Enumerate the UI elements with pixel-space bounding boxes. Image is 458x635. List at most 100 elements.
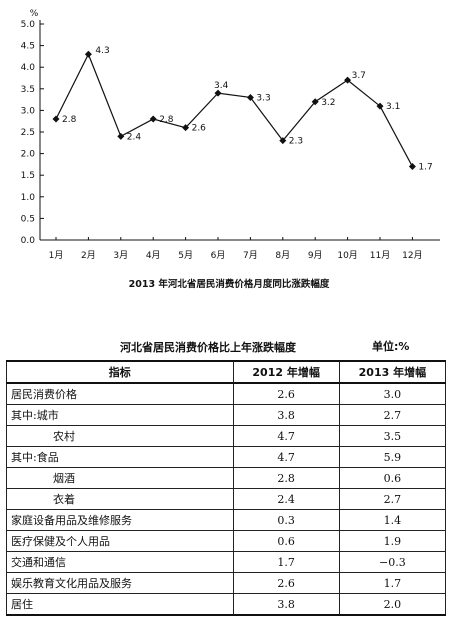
row-indicator: 交通和通信: [6, 551, 234, 573]
y-tick-label: 1.5: [21, 171, 35, 181]
data-point-marker: [52, 115, 60, 123]
row-value-2012: 3.8: [232, 593, 340, 616]
header-2012: 2012 年增幅: [232, 360, 340, 384]
row-indicator: 家庭设备用品及维修服务: [6, 509, 234, 531]
y-axis-ticks: 0.0 0.5 1.0 1.5 2.0 2.5 3.0 3.5 4.0 4.5 5.0: [21, 20, 44, 246]
row-indicator: 娱乐教育文化用品及服务: [6, 572, 234, 594]
data-point-marker: [311, 98, 319, 106]
data-label: 2.4: [127, 132, 142, 142]
row-value-2013: 3.5: [338, 425, 447, 447]
y-tick-label: 1.0: [21, 193, 36, 203]
y-tick-label: 0.0: [21, 236, 36, 246]
row-indicator: 居民消费价格: [6, 382, 234, 405]
data-label: 2.8: [62, 115, 77, 125]
x-tick-label: 6月: [211, 250, 226, 261]
row-indicator: 其中:食品: [6, 446, 234, 468]
row-indicator: 其中:城市: [6, 404, 234, 426]
series-polyline: [55, 52, 413, 167]
data-point-marker: [149, 115, 157, 123]
row-value-2012: 1.7: [232, 551, 340, 573]
row-indicator: 衣着: [6, 488, 234, 510]
data-labels: 2.8 4.3 2.4 2.8 2.6 3.4 3.3 2.3 3.2 3.7 3.1 1.7: [62, 46, 433, 172]
row-value-2012: 2.6: [232, 572, 340, 594]
row-value-2012: 4.7: [232, 446, 340, 468]
row-value-2013: 2.7: [338, 404, 447, 426]
data-label: 2.3: [289, 137, 303, 147]
table-row: 居民消费价格 2.6 3.0: [6, 382, 447, 405]
table-row: 烟酒 2.8 0.6: [6, 467, 447, 489]
data-label: 3.1: [386, 102, 400, 112]
data-label: 1.7: [418, 163, 432, 173]
header-2013: 2013 年增幅: [338, 360, 447, 384]
data-point-marker: [182, 124, 190, 132]
table-row: 医疗保健及个人用品 0.6 1.9: [6, 530, 447, 552]
header-row: 指标 2012 年增幅 2013 年增幅: [6, 360, 447, 384]
data-label: 3.7: [352, 71, 366, 81]
y-tick-label: 2.5: [21, 128, 35, 138]
data-point-marker: [246, 93, 254, 101]
row-value-2012: 4.7: [232, 425, 340, 447]
x-tick-label: 4月: [146, 250, 161, 261]
data-point-marker: [117, 132, 125, 140]
x-tick-label: 2月: [81, 250, 96, 261]
table-header: 指标 2012 年增幅 2013 年增幅: [6, 360, 447, 384]
data-label: 2.6: [192, 124, 207, 134]
row-value-2012: 3.8: [232, 404, 340, 426]
y-tick-label: 0.5: [21, 214, 35, 224]
data-point-marker: [344, 76, 352, 84]
row-indicator: 烟酒: [6, 467, 234, 489]
y-tick-label: 3.0: [21, 106, 36, 116]
table-body: 居民消费价格 2.6 3.0 其中:城市 3.8 2.7 农村 4.7 3.5 其中:食品 4.7 5…: [6, 382, 447, 616]
row-value-2013: 2.0: [338, 593, 447, 616]
x-tick-label: 8月: [275, 250, 290, 261]
y-tick-label: 4.0: [21, 63, 36, 73]
y-tick-label: 2.0: [21, 150, 36, 160]
x-tick-label: 11月: [370, 250, 390, 261]
data-label: 3.3: [256, 93, 270, 103]
line-chart: % 0.0 0.5 1.0 1.5 2.0 2.5 3.0 3.5 4.0 4.5 5.0 1月 2月…: [21, 9, 440, 261]
table-row: 交通和通信 1.7 −0.3: [6, 551, 447, 573]
chart-title: 2013 年河北省居民消费价格月度同比涨跌幅度: [128, 279, 330, 290]
data-point-marker: [408, 163, 416, 171]
row-indicator: 医疗保健及个人用品: [6, 530, 234, 552]
table-row: 其中:食品 4.7 5.9: [6, 446, 447, 468]
row-value-2012: 0.3: [232, 509, 340, 531]
series-line: [55, 52, 413, 167]
table-unit: 单位:%: [372, 340, 410, 353]
header-indicator: 指标: [6, 360, 234, 384]
row-value-2013: 1.9: [338, 530, 447, 552]
y-axis-label: %: [30, 9, 39, 19]
row-value-2013: 1.4: [338, 509, 447, 531]
row-value-2013: 2.7: [338, 488, 447, 510]
y-tick-label: 3.5: [21, 85, 35, 95]
row-value-2013: 3.0: [338, 382, 447, 405]
data-points: [52, 50, 416, 171]
row-value-2012: 0.6: [232, 530, 340, 552]
x-tick-label: 1月: [49, 250, 64, 261]
row-value-2012: 2.8: [232, 467, 340, 489]
row-value-2012: 2.4: [232, 488, 340, 510]
row-value-2013: 5.9: [338, 446, 447, 468]
y-tick-label: 4.5: [21, 42, 35, 52]
y-tick-label: 5.0: [21, 20, 36, 30]
x-tick-label: 3月: [113, 250, 128, 261]
data-point-marker: [214, 89, 222, 97]
table-row: 农村 4.7 3.5: [6, 425, 447, 447]
row-value-2013: 0.6: [338, 467, 447, 489]
data-label: 3.4: [214, 81, 229, 91]
data-point-marker: [84, 50, 92, 58]
data-label: 4.3: [95, 46, 109, 56]
row-indicator: 居住: [6, 593, 234, 616]
table-title: 河北省居民消费价格比上年涨跌幅度: [120, 341, 296, 354]
data-table: 指标 2012 年增幅 2013 年增幅 居民消费价格 2.6 3.0 其中:城市 3.…: [6, 360, 447, 616]
chart-axes: %: [30, 9, 440, 241]
row-value-2012: 2.6: [232, 382, 340, 405]
table-row: 居住 3.8 2.0: [6, 593, 447, 616]
table-row: 衣着 2.4 2.7: [6, 488, 447, 510]
data-point-marker: [279, 137, 287, 145]
x-tick-label: 5月: [178, 250, 193, 261]
data-label: 2.8: [159, 115, 174, 125]
row-value-2013: 1.7: [338, 572, 447, 594]
x-tick-label: 10月: [337, 250, 357, 261]
x-tick-label: 12月: [402, 250, 422, 261]
